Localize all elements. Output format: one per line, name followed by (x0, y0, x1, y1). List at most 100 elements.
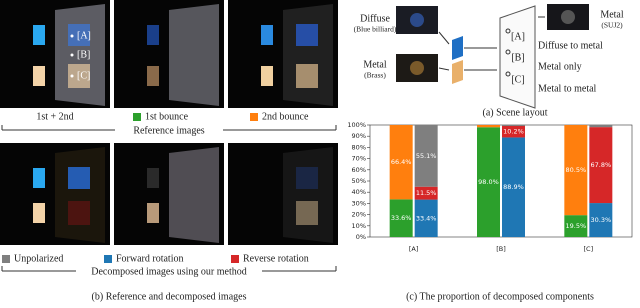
y-tick-label: 20% (352, 211, 366, 219)
reflect-tan (296, 201, 318, 225)
object-sublabel: (Blue billiard) (354, 25, 397, 34)
group-label: Reference images (133, 125, 204, 136)
label-bg (76, 265, 262, 277)
point (505, 49, 511, 55)
y-tick-label: 100% (347, 121, 366, 129)
bar-segment (564, 125, 588, 216)
legend-label: Reverse rotation (243, 253, 309, 264)
bar-segment (414, 199, 438, 237)
y-tick-label: 60% (352, 166, 366, 174)
column-label: 1st + 2nd (36, 111, 73, 122)
value-label: 80.5% (566, 166, 587, 174)
value-label: 67.8% (591, 161, 612, 169)
y-tick-label: 70% (352, 155, 366, 163)
point-description: Metal to metal (538, 83, 597, 94)
caption: (c) The proportion of decomposed compone… (406, 291, 594, 302)
value-label: 55.1% (416, 152, 437, 160)
object-sublabel: (SUJ2) (601, 21, 623, 30)
arrows (438, 16, 545, 71)
legend-label: Unpolarized (14, 253, 63, 264)
point-label: [A] (511, 31, 525, 42)
value-label: 33.4% (416, 214, 437, 222)
marker-label: [A] (77, 30, 91, 41)
blue-patch (33, 25, 45, 45)
legend-label: 2nd bounce (262, 111, 309, 122)
group-label: Decomposed images using our method (91, 266, 247, 277)
bar-segment (477, 127, 500, 237)
marker-dot (70, 34, 74, 38)
legend-swatch (104, 255, 112, 263)
point-label: [C] (511, 74, 524, 85)
y-tick-label: 90% (352, 132, 366, 140)
point-description: Metal only (538, 61, 582, 72)
bar-segment (502, 125, 525, 127)
plate (169, 4, 219, 106)
tan-patch (147, 66, 159, 86)
reflect-blue (296, 24, 318, 46)
legend-swatch (2, 255, 10, 263)
point-label: [B] (511, 52, 524, 63)
bar-segment (414, 186, 438, 200)
label-bg (115, 124, 223, 136)
tan-patch (147, 203, 159, 223)
reflect-tan (296, 64, 318, 88)
plate (55, 4, 105, 106)
reflect-blue (296, 167, 318, 189)
plate (169, 147, 219, 243)
y-tick-label: 50% (352, 177, 366, 185)
caption: (a) Scene layout (483, 107, 548, 118)
bar-segment (389, 199, 413, 237)
caption: (b) Reference and decomposed images (92, 291, 247, 302)
value-label: 33.6% (391, 214, 412, 222)
legend-swatch (250, 113, 258, 121)
value-label: 88.9% (503, 183, 524, 191)
plate (283, 147, 333, 243)
blue-patch (147, 25, 159, 45)
value-label: 98.0% (478, 178, 499, 186)
point-description: Diffuse to metal (538, 40, 603, 51)
x-tick-label: [B] (496, 245, 506, 253)
object-label: Diffuse (360, 13, 390, 24)
tan-patch (261, 66, 273, 86)
point (505, 28, 511, 34)
blue-patch (261, 25, 273, 45)
marker-label: [B] (77, 49, 90, 60)
photo-ball (410, 13, 424, 27)
blue-patch (147, 168, 159, 188)
photo-ball (561, 10, 575, 24)
reflect-tan (68, 201, 90, 225)
y-tick-label: 10% (352, 222, 366, 230)
x-tick-label: [A] (409, 245, 419, 253)
object-label: Metal (600, 9, 624, 20)
bar-segment (589, 125, 613, 128)
reflect-blue (68, 24, 90, 46)
object-label: Metal (363, 59, 387, 70)
bar-segment (477, 125, 500, 128)
marker-dot (70, 74, 74, 78)
y-tick-label: 40% (352, 188, 366, 196)
bar-segment (589, 203, 613, 237)
legend-swatch (133, 113, 141, 121)
marker-dot (70, 53, 74, 57)
bar-segment (414, 125, 438, 187)
bar-segment (502, 126, 525, 138)
reflect-tan (68, 64, 90, 88)
object-sublabel: (Brass) (364, 71, 386, 80)
plate (283, 4, 333, 106)
y-tick-label: 80% (352, 143, 366, 151)
blue-object (452, 36, 463, 60)
value-label: 11.5% (416, 189, 437, 197)
tan-patch (33, 66, 45, 86)
bar-segment (502, 137, 525, 237)
bar-segment (589, 127, 613, 204)
marker-label: [C] (77, 70, 90, 81)
photo-ball (410, 61, 424, 75)
bar-segment (564, 215, 588, 237)
bar-segment (389, 125, 413, 200)
legend-label: Forward rotation (116, 253, 184, 264)
metal-plate (499, 5, 536, 109)
value-label: 30.3% (591, 216, 612, 224)
blue-patch (33, 168, 45, 188)
x-tick-label: [C] (584, 245, 594, 253)
